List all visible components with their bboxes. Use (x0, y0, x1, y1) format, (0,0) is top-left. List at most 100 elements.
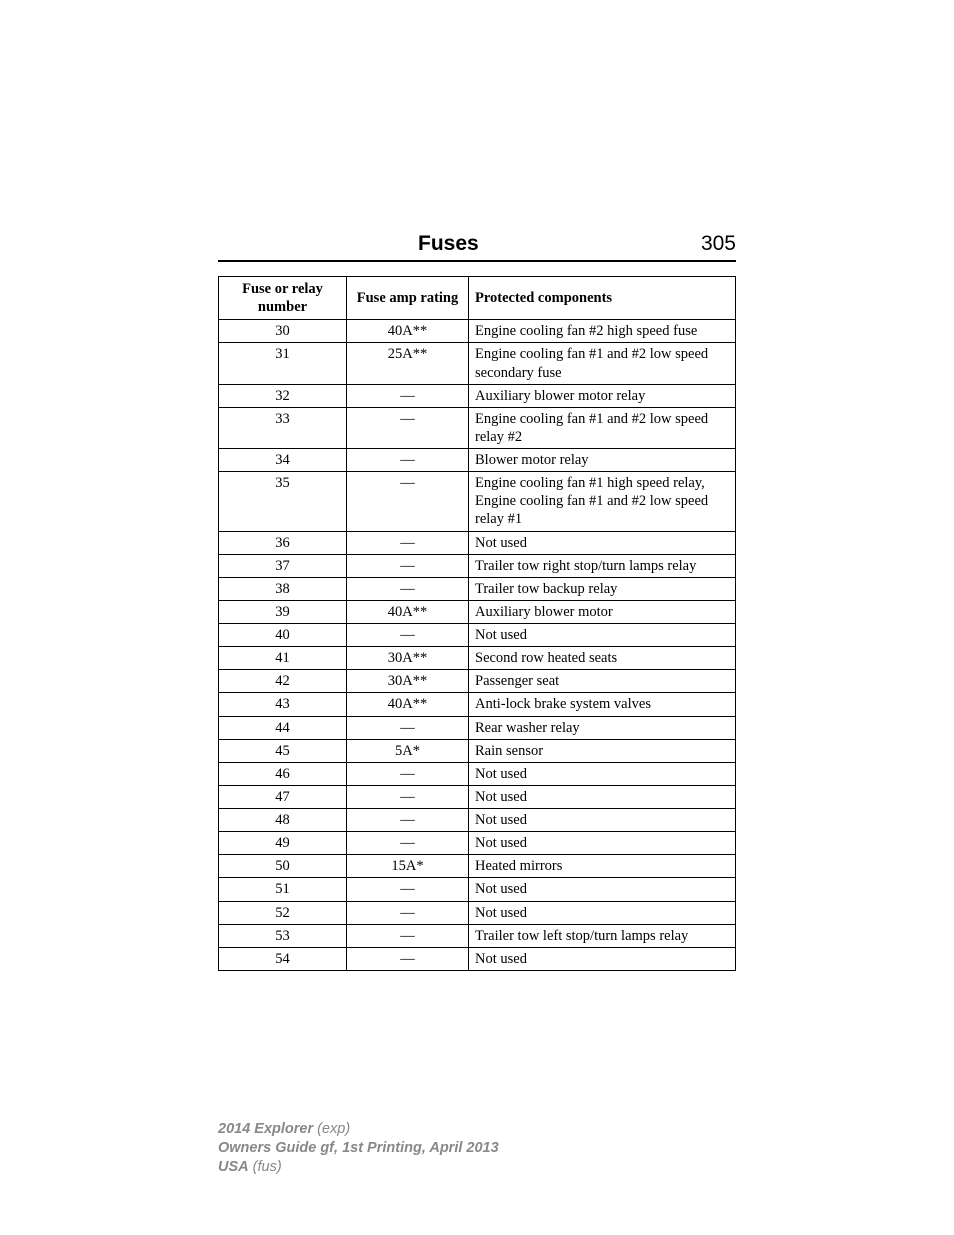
fuse-amp: 25A** (347, 343, 469, 384)
fuse-amp: 15A* (347, 855, 469, 878)
fuse-component: Engine cooling fan #1 and #2 low speed r… (469, 407, 736, 448)
table-row: 52—Not used (219, 901, 736, 924)
fuse-number: 32 (219, 384, 347, 407)
fuse-number: 46 (219, 762, 347, 785)
fuse-number: 43 (219, 693, 347, 716)
fuse-number: 44 (219, 716, 347, 739)
table-row: 33—Engine cooling fan #1 and #2 low spee… (219, 407, 736, 448)
fuse-amp: — (347, 762, 469, 785)
fuse-component: Engine cooling fan #2 high speed fuse (469, 320, 736, 343)
fuse-component: Passenger seat (469, 670, 736, 693)
col-header-amp: Fuse amp rating (347, 277, 469, 320)
table-row: 49—Not used (219, 832, 736, 855)
fuse-number: 37 (219, 554, 347, 577)
table-row: 51—Not used (219, 878, 736, 901)
fuse-component: Engine cooling fan #1 high speed relay, … (469, 472, 736, 531)
fuse-number: 34 (219, 449, 347, 472)
fuse-component: Trailer tow backup relay (469, 577, 736, 600)
fuse-amp: — (347, 449, 469, 472)
fuse-number: 30 (219, 320, 347, 343)
table-row: 48—Not used (219, 809, 736, 832)
table-header-row: Fuse or relay number Fuse amp rating Pro… (219, 277, 736, 320)
table-row: 38—Trailer tow backup relay (219, 577, 736, 600)
fuse-number: 38 (219, 577, 347, 600)
fuse-number: 33 (219, 407, 347, 448)
fuse-component: Second row heated seats (469, 647, 736, 670)
fuse-number: 47 (219, 785, 347, 808)
fuse-number: 49 (219, 832, 347, 855)
table-row: 3940A**Auxiliary blower motor (219, 600, 736, 623)
fuse-number: 40 (219, 624, 347, 647)
section-title: Fuses (418, 232, 479, 256)
table-row: 47—Not used (219, 785, 736, 808)
fuse-amp: — (347, 785, 469, 808)
fuse-component: Not used (469, 624, 736, 647)
table-row: 5015A*Heated mirrors (219, 855, 736, 878)
fuse-number: 53 (219, 924, 347, 947)
fuse-table: Fuse or relay number Fuse amp rating Pro… (218, 276, 736, 971)
fuse-amp: — (347, 407, 469, 448)
fuse-amp: — (347, 624, 469, 647)
fuse-amp: 40A** (347, 320, 469, 343)
table-row: 54—Not used (219, 947, 736, 970)
footer-line-2: Owners Guide gf, 1st Printing, April 201… (218, 1139, 499, 1158)
fuse-number: 35 (219, 472, 347, 531)
fuse-number: 36 (219, 531, 347, 554)
fuse-number: 39 (219, 600, 347, 623)
fuse-component: Rain sensor (469, 739, 736, 762)
table-row: 37—Trailer tow right stop/turn lamps rel… (219, 554, 736, 577)
table-row: 34—Blower motor relay (219, 449, 736, 472)
table-row: 4340A**Anti-lock brake system valves (219, 693, 736, 716)
fuse-component: Rear washer relay (469, 716, 736, 739)
fuse-component: Auxiliary blower motor relay (469, 384, 736, 407)
page-number: 305 (701, 232, 736, 256)
fuse-number: 42 (219, 670, 347, 693)
fuse-amp: — (347, 809, 469, 832)
fuse-number: 31 (219, 343, 347, 384)
fuse-component: Not used (469, 901, 736, 924)
fuse-amp: — (347, 384, 469, 407)
fuse-component: Not used (469, 947, 736, 970)
fuse-number: 51 (219, 878, 347, 901)
fuse-component: Anti-lock brake system valves (469, 693, 736, 716)
fuse-amp: — (347, 924, 469, 947)
fuse-number: 50 (219, 855, 347, 878)
table-row: 32—Auxiliary blower motor relay (219, 384, 736, 407)
fuse-amp: 40A** (347, 600, 469, 623)
table-row: 53—Trailer tow left stop/turn lamps rela… (219, 924, 736, 947)
fuse-amp: — (347, 554, 469, 577)
fuse-amp: 5A* (347, 739, 469, 762)
fuse-component: Not used (469, 762, 736, 785)
fuse-amp: 30A** (347, 670, 469, 693)
fuse-number: 41 (219, 647, 347, 670)
fuse-component: Trailer tow left stop/turn lamps relay (469, 924, 736, 947)
table-row: 35—Engine cooling fan #1 high speed rela… (219, 472, 736, 531)
fuse-amp: 40A** (347, 693, 469, 716)
fuse-amp: — (347, 901, 469, 924)
fuse-amp: — (347, 472, 469, 531)
fuse-component: Not used (469, 785, 736, 808)
fuse-component: Trailer tow right stop/turn lamps relay (469, 554, 736, 577)
fuse-amp: — (347, 531, 469, 554)
fuse-number: 52 (219, 901, 347, 924)
fuse-amp: 30A** (347, 647, 469, 670)
fuse-number: 45 (219, 739, 347, 762)
fuse-component: Engine cooling fan #1 and #2 low speed s… (469, 343, 736, 384)
table-row: 3125A**Engine cooling fan #1 and #2 low … (219, 343, 736, 384)
fuse-amp: — (347, 878, 469, 901)
page-footer: 2014 Explorer (exp) Owners Guide gf, 1st… (218, 1120, 499, 1177)
table-row: 40—Not used (219, 624, 736, 647)
footer-line-1: 2014 Explorer (exp) (218, 1120, 499, 1139)
footer-line-3: USA (fus) (218, 1158, 499, 1177)
fuse-amp: — (347, 832, 469, 855)
page-header: Fuses 305 (218, 232, 736, 262)
fuse-component: Heated mirrors (469, 855, 736, 878)
fuse-amp: — (347, 947, 469, 970)
fuse-component: Not used (469, 531, 736, 554)
fuse-component: Not used (469, 809, 736, 832)
fuse-component: Not used (469, 878, 736, 901)
fuse-amp: — (347, 577, 469, 600)
fuse-amp: — (347, 716, 469, 739)
table-row: 4130A**Second row heated seats (219, 647, 736, 670)
table-row: 46—Not used (219, 762, 736, 785)
